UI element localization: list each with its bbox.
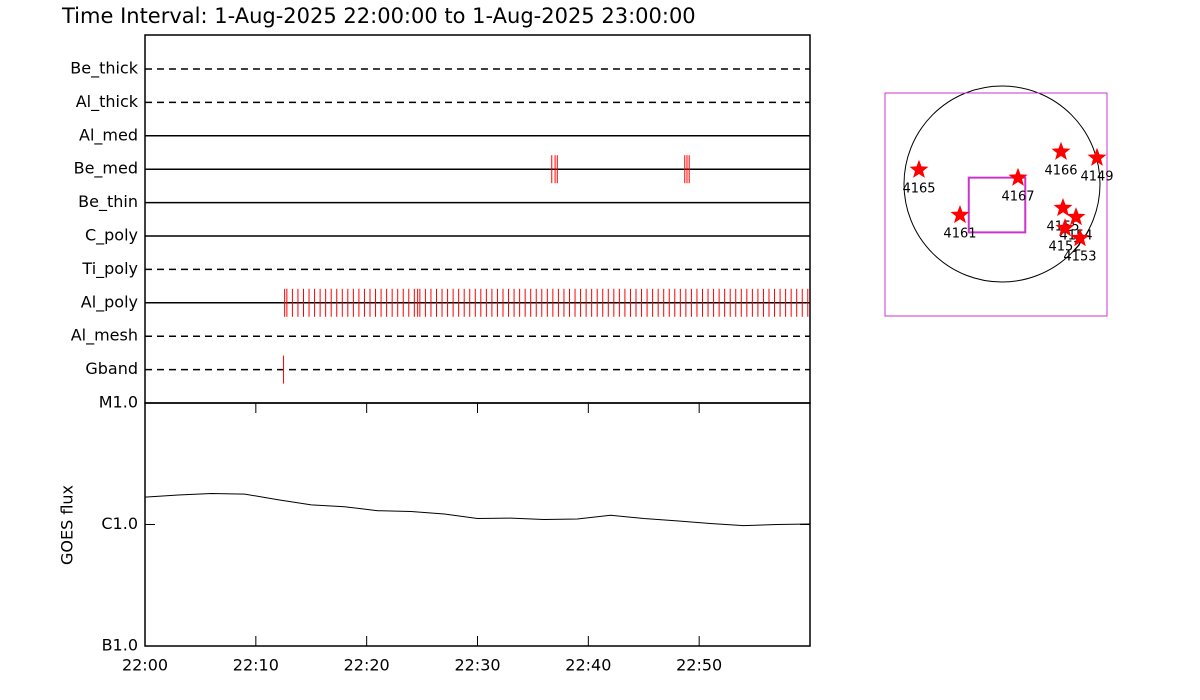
y-tick-label: B1.0	[102, 636, 138, 655]
filter-label: Ti_poly	[81, 259, 138, 279]
active-region-marker	[909, 159, 929, 178]
x-tick-label: 22:00	[122, 656, 168, 675]
map-frame	[884, 92, 1108, 317]
active-region-label: 4161	[943, 227, 976, 242]
active-region-label: 4166	[1044, 163, 1077, 178]
goes-frame	[144, 402, 811, 647]
chart-title: Time Interval: 1-Aug-2025 22:00:00 to 1-…	[61, 4, 696, 28]
filter-label: Al_med	[79, 125, 138, 145]
x-tick-label: 22:10	[233, 656, 279, 675]
y-tick-label: C1.0	[101, 514, 138, 533]
filter-label: C_poly	[85, 226, 138, 246]
active-region-marker	[1055, 218, 1075, 237]
x-tick-label: 22:30	[454, 656, 500, 675]
filter-label: Be_thick	[70, 59, 138, 79]
y-axis-label: GOES flux	[58, 485, 77, 565]
field-of-view	[967, 176, 1027, 234]
active-region-label: 4149	[1080, 169, 1113, 184]
filter-label: Be_med	[74, 159, 138, 179]
active-region-label: 4153	[1063, 250, 1096, 265]
active-region-marker	[950, 205, 970, 224]
filter-label: Be_thin	[78, 192, 138, 212]
active-region-marker	[1066, 207, 1086, 226]
active-region-marker	[1053, 198, 1073, 217]
x-tick-label: 22:20	[344, 656, 390, 675]
active-region-label: 4165	[902, 181, 935, 196]
active-region-marker	[1008, 167, 1028, 186]
filter-label: Al_mesh	[71, 326, 138, 346]
x-tick-label: 22:40	[565, 656, 611, 675]
goes-line	[144, 492, 811, 527]
active-region-label: 4152	[1048, 240, 1081, 255]
y-tick-label: M1.0	[99, 393, 138, 412]
active-region-marker	[1087, 147, 1107, 166]
timeline-frame	[144, 34, 811, 404]
filter-label: Al_thick	[76, 92, 139, 112]
filter-label: Al_poly	[81, 292, 138, 312]
active-region-label: 4167	[1001, 189, 1034, 204]
solar-disk	[903, 85, 1101, 283]
x-tick-label: 22:50	[676, 656, 722, 675]
active-region-marker	[1051, 141, 1071, 160]
active-region-marker	[1070, 228, 1090, 247]
filter-label: Gband	[85, 359, 138, 378]
